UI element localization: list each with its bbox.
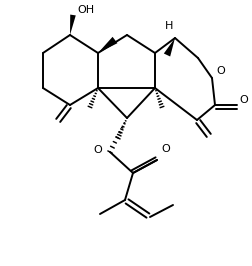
Text: OH: OH <box>77 5 94 15</box>
Text: O: O <box>240 95 248 105</box>
Text: O: O <box>162 144 170 154</box>
Text: O: O <box>217 66 225 76</box>
Text: O: O <box>94 145 102 155</box>
Text: H: H <box>165 21 173 31</box>
Polygon shape <box>164 38 175 56</box>
Polygon shape <box>70 15 76 35</box>
Polygon shape <box>98 37 117 53</box>
